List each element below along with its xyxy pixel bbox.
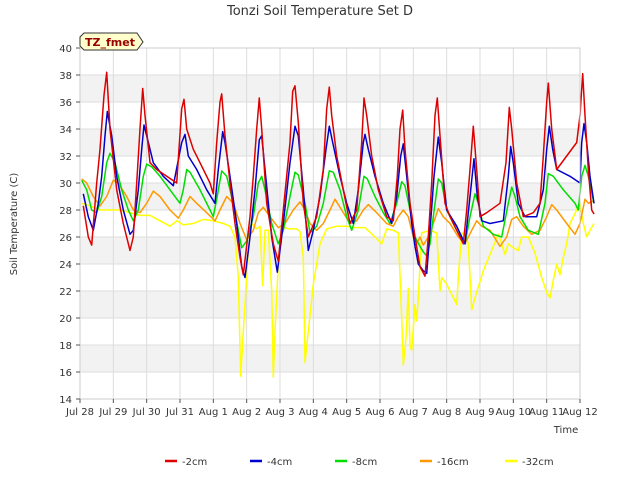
series-line-32cmcm-line xyxy=(81,202,595,379)
y-tick-label: 14 xyxy=(59,395,72,406)
y-tick-label: 40 xyxy=(59,44,72,55)
x-tick-label: Aug 6 xyxy=(365,407,394,418)
x-tick-label: Aug 7 xyxy=(399,407,428,418)
y-axis-label: Soil Temperature (C) xyxy=(9,173,20,276)
background-band xyxy=(80,102,580,129)
legend-label: -32cm xyxy=(522,457,554,468)
background-band xyxy=(80,318,580,345)
x-tick-label: Aug 10 xyxy=(496,407,531,418)
x-tick-label: Jul 28 xyxy=(65,407,94,418)
series-line-4cmcm-line xyxy=(82,110,595,279)
series-layer xyxy=(81,71,595,379)
x-axis-label: Time xyxy=(553,425,578,436)
background-band xyxy=(80,237,580,264)
annotation-box-shape xyxy=(79,32,144,51)
series-line-2cmcm-line xyxy=(82,71,595,277)
background-band xyxy=(80,129,580,156)
x-tick-label: Aug 9 xyxy=(465,407,494,418)
y-tick-label: 20 xyxy=(59,314,72,325)
y-tick-label: 28 xyxy=(59,206,72,217)
series-line-8cmcm-line xyxy=(81,152,595,257)
y-tick-label: 30 xyxy=(59,179,72,190)
y-tick-label: 26 xyxy=(59,233,72,244)
x-tick-label: Jul 29 xyxy=(98,407,127,418)
x-tick-label: Aug 12 xyxy=(562,407,597,418)
y-tick-label: 34 xyxy=(59,125,72,136)
background-band xyxy=(80,210,580,237)
x-tick-label: Aug 1 xyxy=(199,407,228,418)
x-tick-label: Jul 31 xyxy=(165,407,194,418)
x-axis: Jul 28 Jul 29 Jul 30 Jul 31 Aug 1 Aug 2 Aug 3 A… xyxy=(65,399,598,418)
y-tick-label: 36 xyxy=(59,98,72,109)
x-tick-label: Aug 4 xyxy=(299,407,328,418)
legend-label: -4cm xyxy=(267,457,292,468)
y-tick-label: 18 xyxy=(59,341,72,352)
legend-label: -8cm xyxy=(352,457,377,468)
y-tick-label: 16 xyxy=(59,368,72,379)
x-tick-label: Aug 8 xyxy=(432,407,461,418)
y-tick-label: 24 xyxy=(59,260,72,271)
background-band xyxy=(80,372,580,399)
background-band xyxy=(80,345,580,372)
legend-label: -2cm xyxy=(182,457,207,468)
x-tick-label: Jul 30 xyxy=(132,407,161,418)
x-tick-label: Aug 3 xyxy=(265,407,294,418)
annotation-box: TZ_fmet xyxy=(79,32,144,51)
background-band xyxy=(80,156,580,183)
plot-area-frame xyxy=(79,47,581,400)
y-axis: 14 16 18 20 22 24 26 28 30 32 34 36 38 40 xyxy=(59,44,80,406)
chart-title: Tonzi Soil Temperature Set D xyxy=(226,4,413,19)
x-tick-label: Aug 5 xyxy=(332,407,361,418)
legend-label: -16cm xyxy=(437,457,469,468)
background-band xyxy=(80,264,580,291)
x-tick-label: Aug 11 xyxy=(529,407,564,418)
y-tick-label: 38 xyxy=(59,71,72,82)
background-band xyxy=(80,291,580,318)
annotation-label: TZ_fmet xyxy=(85,36,135,49)
y-tick-label: 32 xyxy=(59,152,72,163)
y-tick-label: 22 xyxy=(59,287,72,298)
plot-background xyxy=(80,48,580,399)
background-band xyxy=(80,48,580,75)
x-tick-label: Aug 2 xyxy=(232,407,261,418)
legend: -2cm -4cm -8cm -16cm -32cm xyxy=(165,457,554,468)
